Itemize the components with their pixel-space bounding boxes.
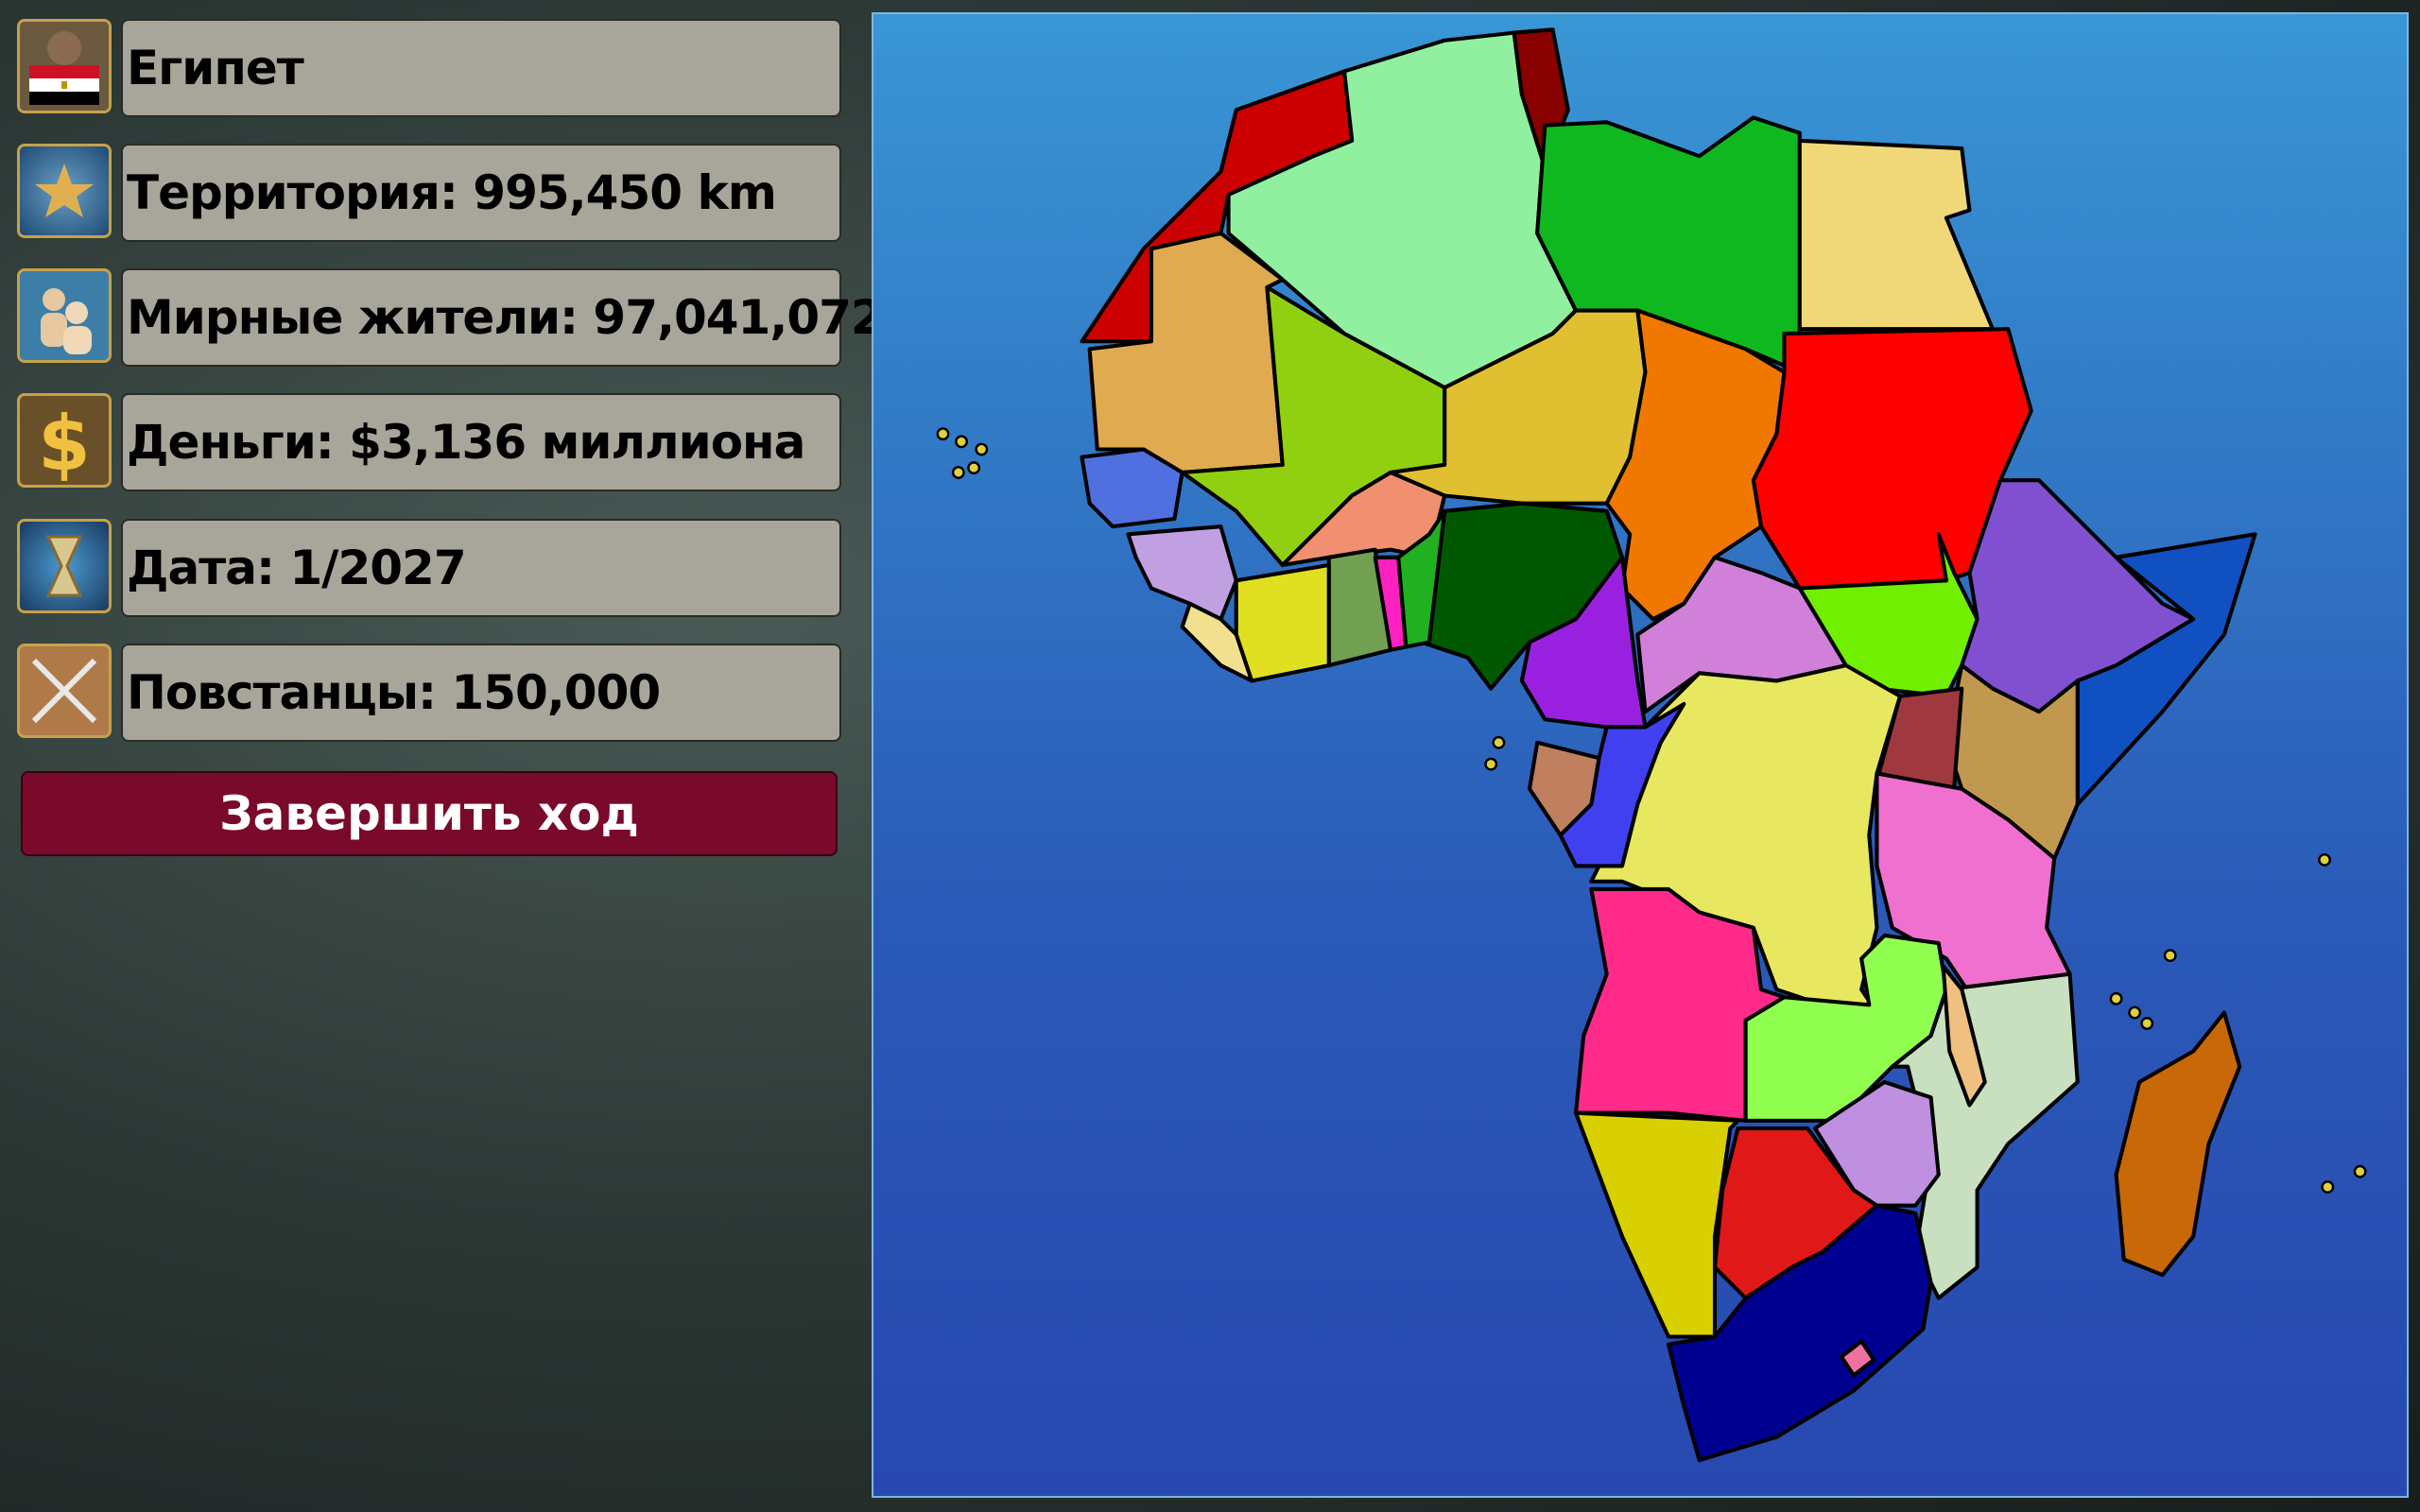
- map-panel: [872, 12, 2409, 1498]
- territory-icon: [17, 144, 112, 238]
- stat-text: Территория: 995,450 km: [121, 144, 841, 242]
- countries: [936, 27, 2367, 1463]
- country-region[interactable]: [1527, 740, 1601, 837]
- island[interactable]: [2128, 1005, 2142, 1020]
- country-region[interactable]: [1666, 1203, 1933, 1463]
- date-icon: [17, 519, 112, 613]
- population-icon: [17, 268, 112, 363]
- island[interactable]: [951, 466, 965, 479]
- africa-map: [936, 27, 2367, 1463]
- country-region[interactable]: [2114, 1010, 2242, 1278]
- country-name: Египет: [121, 19, 841, 117]
- stat-row: Мирные жители: 97,041,072: [17, 268, 884, 369]
- money-icon: $: [17, 393, 112, 488]
- stat-row: Территория: 995,450 km: [17, 144, 841, 244]
- country-region[interactable]: [1941, 964, 1987, 1108]
- country-region[interactable]: [1890, 971, 2080, 1300]
- stat-text: Мирные жители: 97,041,072: [121, 268, 884, 367]
- country-region[interactable]: [1813, 1079, 1941, 1208]
- country-region[interactable]: [1087, 231, 1285, 475]
- island[interactable]: [2163, 949, 2177, 963]
- country-region[interactable]: [1839, 1339, 1876, 1378]
- country-region[interactable]: [1234, 562, 1331, 683]
- country-region[interactable]: [1180, 601, 1254, 683]
- stat-row: $ Деньги: $3,136 миллиона: [17, 393, 841, 493]
- island[interactable]: [967, 461, 981, 475]
- country-region[interactable]: [1080, 447, 1184, 529]
- flag: [20, 22, 109, 111]
- island[interactable]: [955, 435, 969, 449]
- stat-row: Дата: 1/2027: [17, 519, 841, 619]
- country-region[interactable]: [1797, 138, 1995, 332]
- end-turn-button[interactable]: Завершить ход: [21, 771, 838, 856]
- leader-icon: [17, 19, 112, 113]
- island[interactable]: [2321, 1180, 2335, 1194]
- stat-row: Повстанцы: 150,000: [17, 644, 841, 744]
- svg-text:$: $: [38, 400, 91, 485]
- island[interactable]: [2353, 1164, 2367, 1178]
- island[interactable]: [2140, 1017, 2154, 1030]
- island[interactable]: [1484, 757, 1498, 771]
- country-region[interactable]: [1396, 508, 1447, 649]
- island[interactable]: [2109, 991, 2123, 1005]
- stat-text: Повстанцы: 150,000: [121, 644, 841, 742]
- island[interactable]: [2318, 852, 2331, 867]
- stat-text: Дата: 1/2027: [121, 519, 841, 617]
- island[interactable]: [936, 427, 950, 441]
- country-region[interactable]: [1126, 524, 1238, 622]
- country-region[interactable]: [1573, 1110, 1740, 1339]
- island[interactable]: [1492, 735, 1506, 749]
- rebels-icon: [17, 644, 112, 738]
- island[interactable]: [975, 442, 989, 456]
- country-row: Египет: [17, 19, 841, 119]
- stat-text: Деньги: $3,136 миллиона: [121, 393, 841, 491]
